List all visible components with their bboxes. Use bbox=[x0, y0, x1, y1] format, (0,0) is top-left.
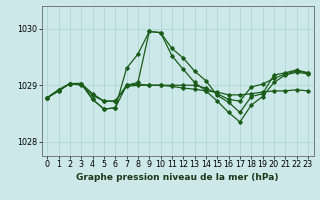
X-axis label: Graphe pression niveau de la mer (hPa): Graphe pression niveau de la mer (hPa) bbox=[76, 173, 279, 182]
